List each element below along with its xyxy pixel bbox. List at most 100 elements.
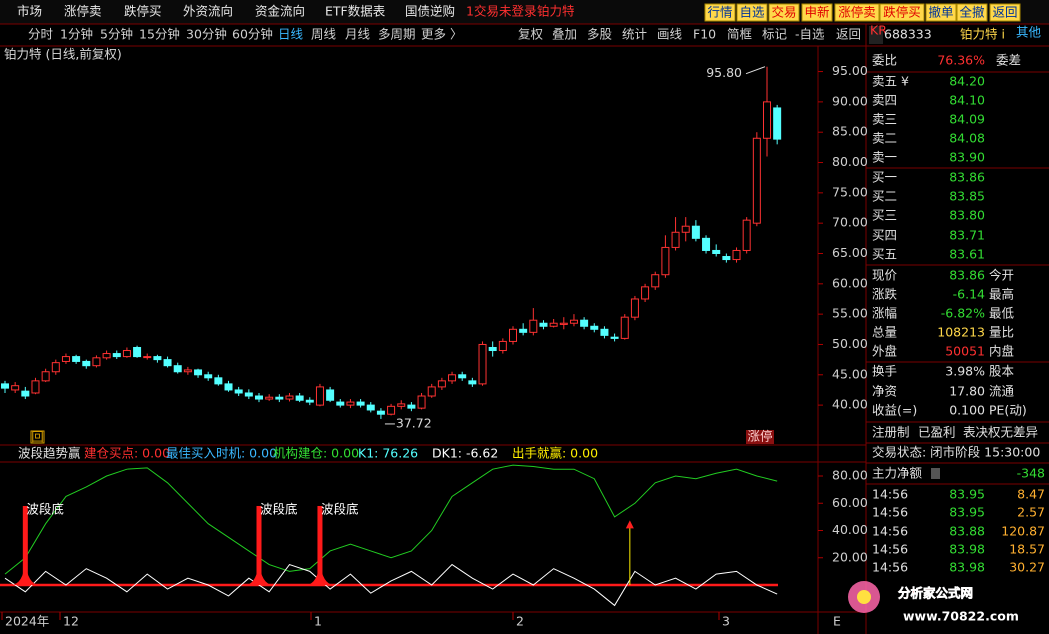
menu-stock: 铂力特: [537, 4, 575, 19]
candle-body: [600, 328, 609, 336]
other-link[interactable]: 其他: [1016, 25, 1042, 40]
book-price: 83.90: [949, 150, 985, 165]
back-button[interactable]: [30, 430, 45, 444]
stat-label: 总量: [872, 325, 897, 340]
candle-body: [417, 395, 426, 409]
toolbar-item[interactable]: 标记: [762, 27, 788, 42]
indicator-legend: K1: 76.26: [358, 446, 418, 461]
candle-body: [275, 396, 284, 400]
candle-body: [620, 316, 629, 339]
x-label: 12: [63, 614, 79, 629]
candle-body: [549, 322, 558, 327]
toolbar-item[interactable]: 周线: [311, 27, 337, 42]
indicator-line: [4, 563, 778, 607]
candle-body: [102, 353, 111, 359]
book-price: 83.61: [949, 247, 985, 262]
tick-volume: 30.27: [1009, 560, 1045, 575]
book-label: 买五: [872, 247, 897, 262]
signal-label: 波段底: [26, 501, 64, 516]
indicator-legend: 机构建仓: 0.00: [273, 446, 359, 461]
menu-item[interactable]: 涨停卖: [64, 4, 102, 19]
menu-item[interactable]: 国债逆购: [405, 4, 455, 19]
menu-button[interactable]: [956, 3, 988, 22]
toolbar-item[interactable]: 30分钟: [186, 27, 227, 42]
candle-body: [488, 346, 497, 352]
candle-body: [11, 385, 20, 391]
tick-volume: 2.57: [1017, 505, 1045, 520]
toolbar-item[interactable]: 简框: [727, 27, 753, 42]
candle-body: [671, 231, 680, 248]
toolbar-item[interactable]: 5分钟: [100, 27, 133, 42]
stat-label: PE(动): [989, 403, 1027, 418]
book-label: 卖一: [872, 150, 897, 165]
y-tick-label: 90.00: [832, 93, 868, 108]
book-label: 买四: [872, 228, 897, 243]
tick-time: 14:56: [872, 524, 908, 539]
menu-button[interactable]: [801, 3, 833, 22]
book-price: 84.10: [949, 93, 985, 108]
toolbar-item[interactable]: 月线: [345, 27, 371, 42]
indicator-legend: 出手就赢: 0.00: [512, 446, 598, 461]
toolbar-item[interactable]: 15分钟: [139, 27, 180, 42]
candle-body: [305, 399, 314, 403]
menu-button-label: 交易: [771, 5, 796, 20]
toolbar-item[interactable]: F10: [693, 27, 716, 42]
badge-label: KR: [870, 23, 887, 38]
menu-button[interactable]: [879, 3, 925, 22]
watermark-url: www.70822.com: [903, 609, 1019, 624]
book-price: 84.20: [949, 74, 985, 89]
toolbar-item[interactable]: 多周期: [378, 27, 416, 42]
candle-body: [773, 107, 782, 140]
menu-button[interactable]: [768, 3, 800, 22]
candle-body: [31, 380, 40, 394]
menu-button[interactable]: [704, 3, 736, 22]
toolbar-item[interactable]: 画线: [657, 27, 683, 42]
toolbar-item[interactable]: 返回: [836, 27, 861, 42]
stat-label: 流通: [989, 384, 1015, 399]
tick-price: 83.98: [949, 560, 985, 575]
menu-button[interactable]: [736, 3, 768, 22]
candle-body: [569, 319, 578, 324]
candle-body: [448, 374, 457, 382]
toolbar-item[interactable]: 1分钟: [60, 27, 93, 42]
candle-body: [478, 343, 487, 385]
toolbar-item[interactable]: 多股: [587, 27, 613, 42]
candle-body: [1, 383, 9, 389]
stat-label: 涨跌: [872, 287, 898, 302]
candle-body: [224, 383, 233, 391]
menu-item[interactable]: ETF数据表: [325, 4, 386, 19]
menu-item[interactable]: 资金流向: [255, 4, 305, 19]
y-tick-label: 40.00: [832, 522, 868, 537]
max-pointer: [745, 66, 766, 75]
candle-body: [92, 357, 101, 367]
toolbar-item[interactable]: 60分钟: [232, 27, 273, 42]
toolbar-item[interactable]: 分时: [28, 27, 54, 42]
menu-button-label: 全撤: [959, 5, 985, 20]
menu-button[interactable]: [989, 3, 1021, 22]
candle-body: [153, 356, 162, 361]
book-label: 买一: [872, 170, 897, 185]
toolbar-item[interactable]: 统计: [622, 27, 647, 42]
menu-item[interactable]: 市场: [17, 4, 42, 19]
arrow-head: [625, 520, 634, 529]
menu-button[interactable]: [834, 3, 880, 22]
menu-button[interactable]: [925, 3, 957, 22]
toolbar-item[interactable]: -自选: [795, 27, 825, 42]
menu-item[interactable]: 外资流向: [183, 4, 233, 19]
toolbar-item[interactable]: 复权: [518, 27, 544, 42]
toolbar-item[interactable]: 更多 〉: [421, 27, 462, 42]
stat-label: 净资: [872, 384, 897, 399]
stat-label: 量比: [989, 325, 1014, 340]
candle-body: [702, 237, 711, 251]
menu-button-label: 申新: [804, 5, 829, 20]
stat-value: 3.98%: [945, 364, 985, 379]
signal-base: [247, 555, 271, 585]
y-tick-label: 80.00: [832, 468, 868, 483]
y-tick-label: 80.00: [832, 154, 868, 169]
candle-body: [580, 319, 589, 327]
menu-item[interactable]: 跌停买: [124, 4, 162, 19]
min-label: 37.72: [396, 415, 432, 430]
toolbar-item[interactable]: 叠加: [552, 27, 577, 42]
toolbar-item[interactable]: 日线: [278, 27, 304, 42]
book-label: 卖三: [872, 112, 897, 127]
